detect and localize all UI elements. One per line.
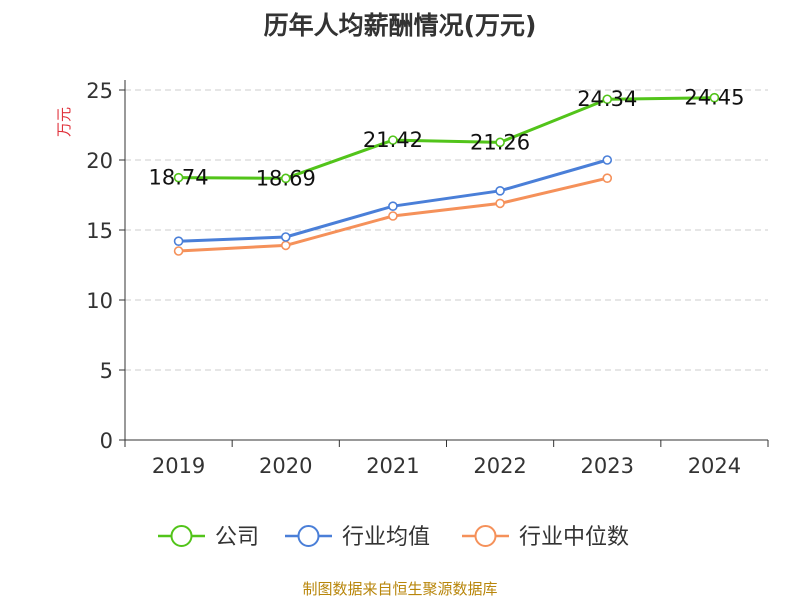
x-tick-label-2022: 2022 bbox=[473, 454, 526, 478]
y-tick-label-0: 0 bbox=[100, 429, 113, 453]
series-line-1 bbox=[178, 158, 608, 243]
x-tick-label-2023: 2023 bbox=[581, 454, 634, 478]
y-tick-label-15: 15 bbox=[86, 219, 113, 243]
data-label-2019: 18.74 bbox=[149, 166, 209, 190]
y-tick-label-20: 20 bbox=[86, 149, 113, 173]
series-0-point-2022[interactable] bbox=[495, 137, 505, 148]
grid-lines bbox=[125, 89, 768, 371]
legend-marker-0 bbox=[170, 525, 193, 547]
x-tick-label-2020: 2020 bbox=[259, 454, 312, 478]
series-0-point-2020[interactable] bbox=[280, 173, 291, 184]
legend[interactable]: 公司 行业均值 行业中位数 bbox=[158, 525, 629, 550]
series-0-point-2023[interactable] bbox=[602, 94, 613, 105]
chart-title: 历年人均薪酬情况(万元) bbox=[263, 11, 537, 40]
data-label-2020: 18.69 bbox=[256, 166, 316, 190]
y-tick-label-5: 5 bbox=[100, 359, 113, 383]
legend-item-0[interactable]: 公司 bbox=[158, 525, 259, 550]
data-labels: 18.74 18.69 21.42 21.26 24.34 24.45 bbox=[149, 86, 745, 191]
series-2-point-2023[interactable] bbox=[602, 173, 613, 183]
x-tick-label-2019: 2019 bbox=[152, 454, 205, 478]
series-0-point-2024[interactable] bbox=[709, 92, 720, 103]
data-label-2021: 21.42 bbox=[363, 128, 423, 152]
y-tick-label-10: 10 bbox=[86, 289, 113, 313]
x-tick-label-2024: 2024 bbox=[688, 454, 741, 478]
series-layer bbox=[173, 92, 720, 256]
legend-label-1: 行业均值 bbox=[342, 525, 430, 550]
series-1-point-2020[interactable] bbox=[280, 232, 291, 242]
legend-item-2[interactable]: 行业中位数 bbox=[462, 525, 629, 550]
y-tick-label-25: 25 bbox=[86, 79, 113, 103]
legend-marker-2 bbox=[474, 525, 497, 547]
y-axis-label: 万元 bbox=[55, 107, 73, 137]
series-0-point-2021[interactable] bbox=[388, 135, 398, 145]
series-2-point-2021[interactable] bbox=[388, 211, 398, 221]
legend-label-0: 公司 bbox=[215, 525, 259, 550]
data-label-2022: 21.26 bbox=[470, 130, 530, 154]
series-2-point-2020[interactable] bbox=[280, 240, 291, 251]
legend-item-1[interactable]: 行业均值 bbox=[285, 525, 430, 550]
series-2-point-2022[interactable] bbox=[495, 198, 505, 209]
series-1-point-2023[interactable] bbox=[602, 155, 613, 165]
series-0-point-2019[interactable] bbox=[173, 172, 184, 183]
legend-marker-1 bbox=[297, 525, 320, 547]
series-1-point-2019[interactable] bbox=[173, 236, 184, 246]
series-1-point-2022[interactable] bbox=[495, 186, 505, 196]
data-label-2024: 24.45 bbox=[684, 86, 744, 110]
series-1-point-2021[interactable] bbox=[388, 201, 398, 211]
series-2-point-2019[interactable] bbox=[173, 246, 184, 256]
source-note: 制图数据来自恒生聚源数据库 bbox=[302, 580, 498, 598]
axes: 0 5 10 15 20 25 万元 2019 2020 2021 2022 2023 2024 bbox=[55, 79, 769, 478]
legend-label-2: 行业中位数 bbox=[519, 525, 629, 550]
series-line-0 bbox=[178, 96, 715, 180]
data-label-2023: 24.34 bbox=[577, 87, 637, 111]
x-tick-label-2021: 2021 bbox=[366, 454, 419, 478]
